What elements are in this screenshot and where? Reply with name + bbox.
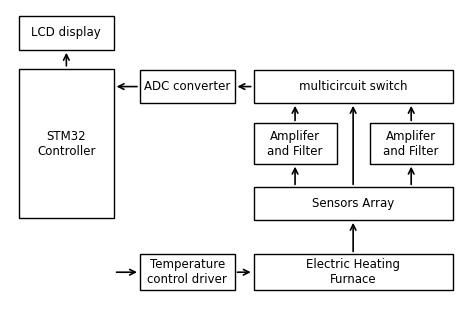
Bar [370,123,453,164]
Bar [19,69,114,218]
Text: Sensors Array: Sensors Array [312,197,394,210]
Bar [254,70,453,103]
Bar [140,70,235,103]
Text: Amplifer
and Filter: Amplifer and Filter [383,129,439,158]
Text: Electric Heating
Furnace: Electric Heating Furnace [306,258,400,286]
Text: Temperature
control driver: Temperature control driver [147,258,227,286]
Text: LCD display: LCD display [31,26,101,39]
Text: STM32
Controller: STM32 Controller [37,129,96,158]
Text: ADC converter: ADC converter [144,80,230,93]
Text: Amplifer
and Filter: Amplifer and Filter [267,129,323,158]
Bar [254,187,453,220]
Bar [254,123,337,164]
Bar [254,254,453,290]
Bar [19,16,114,50]
Bar [140,254,235,290]
Text: multicircuit switch: multicircuit switch [299,80,407,93]
